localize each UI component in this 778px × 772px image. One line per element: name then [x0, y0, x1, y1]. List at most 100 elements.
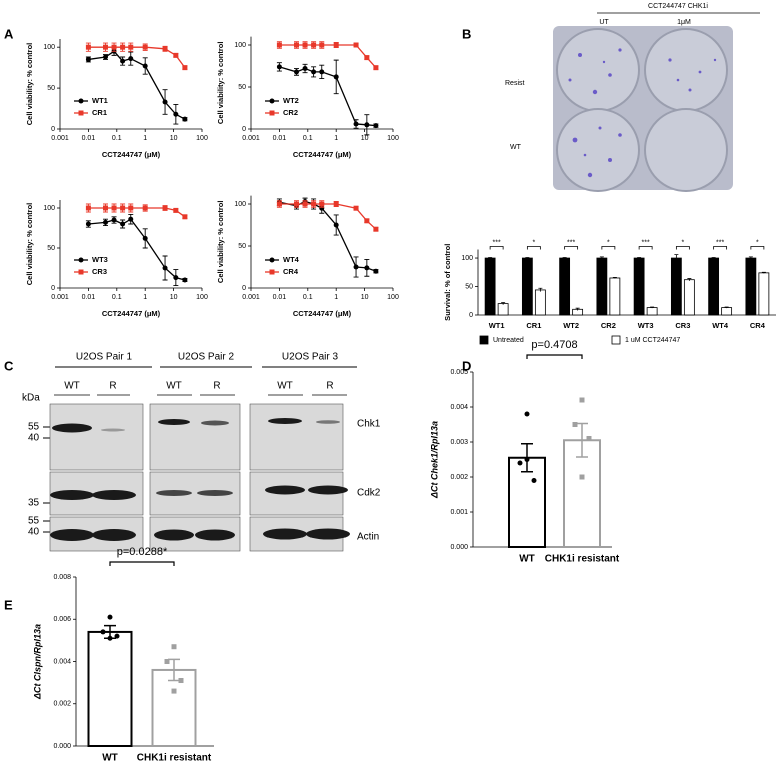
bar	[708, 257, 720, 316]
marker	[269, 98, 275, 104]
x-tick-label: 1	[143, 294, 147, 301]
lane-label: R	[326, 381, 333, 392]
x-tick-label: 100	[387, 135, 399, 142]
bar	[151, 668, 197, 748]
panel-label: A	[4, 26, 14, 41]
marker	[164, 659, 170, 664]
x-axis-label: CCT244747 (μM)	[293, 309, 352, 318]
marker	[333, 222, 339, 228]
marker	[269, 269, 275, 275]
marker	[107, 614, 113, 620]
x-tick-label: 0.001	[51, 294, 69, 301]
marker	[142, 63, 148, 69]
bar	[609, 277, 621, 316]
marker	[102, 219, 108, 225]
marker	[85, 44, 91, 50]
significance-bracket	[489, 246, 504, 250]
error-bar	[488, 257, 493, 259]
x-tick-label: 0.1	[303, 294, 313, 301]
row-label: Actin	[357, 532, 379, 543]
marker	[364, 55, 370, 61]
panel-label: D	[462, 358, 471, 373]
significance-bracket	[713, 246, 728, 250]
y-tick-label: 0.002	[53, 701, 71, 708]
x-tick-label: 100	[387, 294, 399, 301]
blot-group: U2OS Pair 1	[76, 352, 133, 363]
bar	[721, 307, 733, 316]
marker	[276, 64, 282, 70]
marker	[579, 397, 585, 403]
marker	[373, 268, 379, 274]
lane-label: WT	[166, 381, 182, 392]
panel-label: C	[4, 358, 14, 373]
marker	[311, 201, 317, 207]
marker	[311, 42, 317, 48]
marker	[78, 98, 84, 104]
x-tick-label: 10	[170, 294, 178, 301]
marker	[293, 69, 299, 75]
x-tick-label: WT1	[489, 321, 505, 330]
y-tick-label: 0.000	[53, 743, 71, 750]
x-tick-label: WT4	[712, 321, 729, 330]
x-tick-label: CHK1i resistant	[137, 753, 212, 764]
marker	[333, 74, 339, 80]
error-bar	[576, 422, 588, 458]
x-axis-label: CCT244747 (μM)	[293, 150, 352, 159]
y-tick-label: 50	[238, 84, 246, 91]
marker	[182, 214, 188, 220]
marker	[178, 678, 184, 684]
marker	[142, 235, 148, 241]
bar	[633, 257, 645, 316]
significance-bracket	[526, 354, 583, 359]
x-tick-label: 1	[334, 135, 338, 142]
marker	[333, 201, 339, 207]
marker	[120, 58, 126, 64]
marker	[85, 205, 91, 211]
marker	[78, 257, 84, 263]
x-tick-label: 0.1	[112, 135, 122, 142]
y-axis-label: Cell viability: % control	[216, 42, 225, 125]
x-tick-label: CHK1i resistant	[545, 554, 620, 565]
error-bar	[538, 287, 543, 292]
legend-label: CR2	[283, 108, 298, 117]
marker	[162, 265, 168, 271]
marker	[364, 122, 370, 128]
y-tick-label: 100	[234, 42, 246, 49]
legend-label: WT1	[92, 96, 108, 105]
marker	[100, 629, 106, 635]
marker	[364, 265, 370, 271]
significance-label: *	[682, 239, 685, 246]
marker	[128, 216, 134, 222]
y-tick-label: 0.004	[450, 404, 468, 411]
row-label: Cdk2	[357, 488, 381, 499]
marker	[107, 635, 113, 641]
marker	[128, 44, 134, 50]
marker	[524, 411, 530, 417]
error-bar	[612, 277, 617, 279]
marker	[353, 121, 359, 127]
error-bar	[637, 257, 642, 259]
error-bar	[525, 257, 530, 259]
x-tick-label: 100	[196, 135, 208, 142]
legend-swatch	[479, 335, 489, 345]
marker	[111, 217, 117, 223]
kda-marker: 35	[28, 498, 40, 509]
x-tick-label: WT3	[638, 321, 654, 330]
bar	[559, 257, 571, 316]
marker	[171, 644, 177, 650]
bar	[87, 630, 133, 747]
panel-label: B	[462, 26, 471, 41]
marker	[293, 42, 299, 48]
marker	[276, 42, 282, 48]
significance-bracket	[601, 246, 616, 250]
significance-label: *	[607, 239, 610, 246]
bar	[521, 257, 533, 316]
marker	[173, 52, 179, 58]
y-tick-label: 0.002	[450, 474, 468, 481]
y-tick-label: 0.008	[53, 574, 71, 581]
series-line	[279, 44, 377, 69]
series-line	[279, 203, 377, 230]
marker	[182, 65, 188, 71]
plate-image: CCT244747 CHK1i UT 1μM Resist WT	[505, 3, 760, 192]
error-bar	[761, 271, 766, 274]
